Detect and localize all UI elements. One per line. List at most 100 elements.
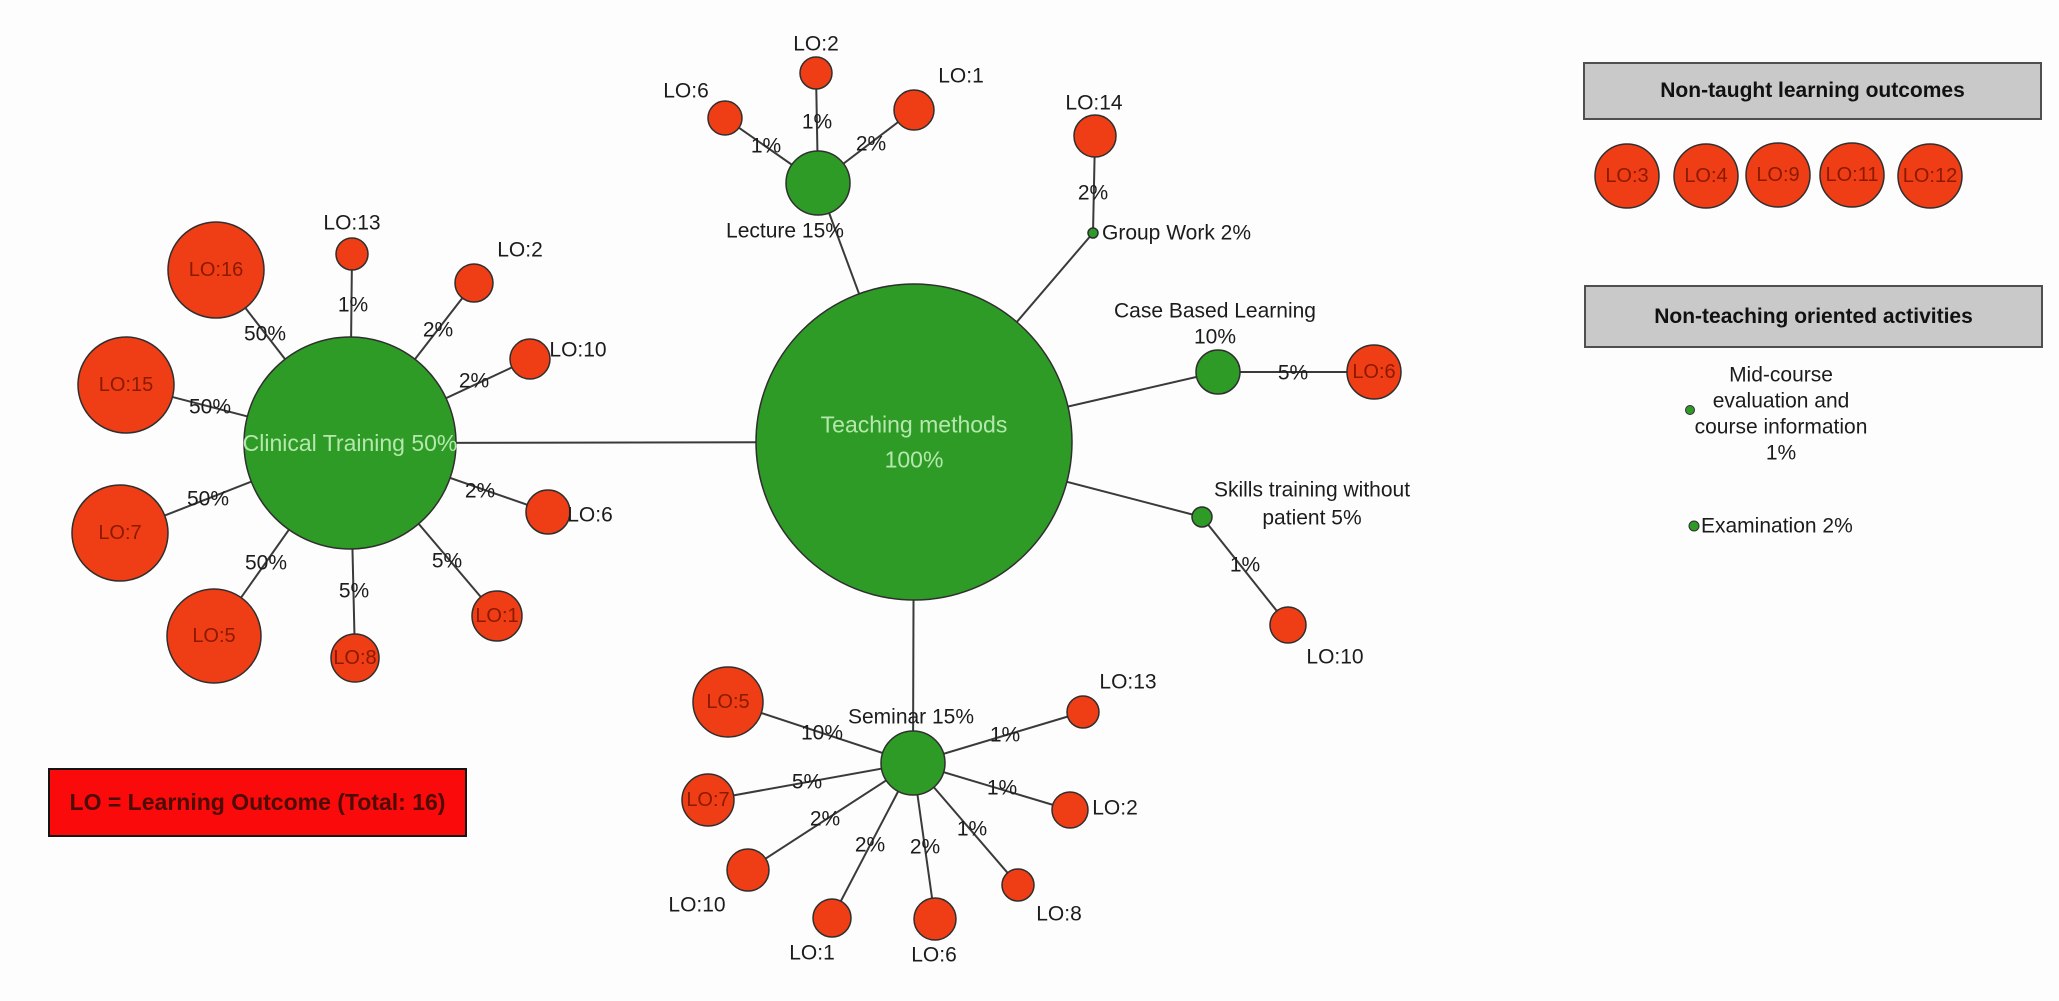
edge-percentage-label: 2%: [459, 370, 489, 393]
node-label: LO:2: [1092, 797, 1138, 820]
node-inside-label: LO:7: [686, 789, 729, 811]
examination-label: Examination 2%: [1701, 515, 1853, 538]
node-inside-label: LO:7: [98, 522, 141, 544]
node-inside-label: LO:1: [475, 605, 518, 627]
edge-percentage-label: 5%: [339, 580, 369, 603]
non-taught-node-3: [1745, 142, 1811, 208]
node-cl-lo7: [71, 484, 169, 582]
mid-course-evaluation-label: course information: [1695, 416, 1868, 439]
node-inside-label: LO:5: [192, 625, 235, 647]
node-inside-label: Teaching methods: [821, 412, 1008, 438]
node-label: LO:10: [1306, 646, 1363, 669]
edge-percentage-label: 2%: [855, 834, 885, 857]
edge-percentage-label: 5%: [792, 771, 822, 794]
node-label: LO:10: [668, 894, 725, 917]
node-sk-lo10: [1269, 606, 1307, 644]
node-inside-label: Clinical Training 50%: [243, 430, 458, 456]
edge-percentage-label: 1%: [802, 111, 832, 134]
node-cl-lo2: [454, 263, 494, 303]
node-sem-lo13: [1066, 695, 1100, 729]
node-label: LO:6: [911, 944, 957, 967]
legend-box: LO = Learning Outcome (Total: 16): [48, 768, 467, 837]
node-label: LO:14: [1065, 92, 1123, 115]
node-cl-lo1: [471, 590, 523, 642]
node-label: LO:6: [567, 504, 613, 527]
node-label: LO:8: [1036, 903, 1082, 926]
node-label: LO:10: [549, 339, 606, 362]
node-inside-label: LO:5: [706, 691, 749, 713]
node-label: 10%: [1194, 326, 1236, 349]
non-teaching-activities-title: Non-teaching oriented activities: [1654, 304, 1973, 328]
node-seminar: [880, 730, 946, 796]
node-label: Lecture 15%: [726, 220, 844, 243]
edge-seminar-sem-lo7: [707, 762, 914, 801]
node-sem-lo2: [1051, 791, 1089, 829]
edge-percentage-label: 5%: [1278, 362, 1308, 385]
node-lec-lo6: [707, 100, 743, 136]
node-case-based-learning: [1195, 349, 1241, 395]
node-inside-label: LO:6: [1352, 361, 1395, 383]
non-taught-node-4: [1819, 142, 1885, 208]
mid-course-evaluation-label: 1%: [1766, 442, 1796, 465]
node-label: LO:2: [497, 239, 543, 262]
node-cl-lo13: [335, 237, 369, 271]
node-sem-lo5: [692, 666, 764, 738]
node-label: LO:13: [1099, 671, 1156, 694]
node-label: Group Work 2%: [1102, 222, 1251, 245]
legend-text: LO = Learning Outcome (Total: 16): [69, 789, 446, 815]
edge-percentage-label: 2%: [1078, 182, 1108, 205]
node-sem-lo8: [1001, 868, 1035, 902]
node-sem-lo6: [913, 897, 957, 941]
node-label: patient 5%: [1262, 507, 1361, 530]
node-cbl-lo6: [1346, 344, 1402, 400]
node-cl-lo16: [167, 221, 265, 319]
node-sem-lo1: [812, 898, 852, 938]
non-taught-node-2: [1673, 143, 1739, 209]
node-label: LO:2: [793, 33, 839, 56]
edge-percentage-label: 50%: [244, 323, 286, 346]
edge-percentage-label: 50%: [189, 396, 231, 419]
node-lecture: [785, 150, 851, 216]
edge-percentage-label: 2%: [423, 319, 453, 342]
edge-percentage-label: 1%: [1230, 554, 1260, 577]
node-group-work: [1087, 227, 1099, 239]
non-taught-node-label: LO:9: [1756, 164, 1799, 186]
node-sem-lo10: [726, 848, 770, 892]
edge-percentage-label: 10%: [801, 722, 843, 745]
edge-percentage-label: 5%: [432, 550, 462, 573]
non-taught-node-label: LO:12: [1903, 165, 1957, 187]
node-label: LO:1: [938, 65, 984, 88]
non-taught-outcomes-title: Non-taught learning outcomes: [1660, 79, 1965, 102]
node-label: Seminar 15%: [848, 706, 974, 729]
non-taught-node-label: LO:11: [1826, 164, 1879, 186]
non-teaching-activities-header: Non-teaching oriented activities: [1584, 285, 2043, 348]
node-cl-lo10: [509, 338, 551, 380]
non-taught-node-5: [1897, 143, 1963, 209]
node-clinical-training: [243, 336, 457, 550]
node-label: Skills training without: [1214, 479, 1410, 502]
mid-course-evaluation-dot: [1685, 405, 1695, 415]
node-label: LO:6: [663, 80, 709, 103]
node-cl-lo6: [525, 489, 571, 535]
non-taught-outcomes-header: Non-taught learning outcomes: [1583, 62, 2042, 120]
node-lec-lo2: [799, 56, 833, 90]
edge-percentage-label: 1%: [990, 724, 1020, 747]
node-cl-lo5: [166, 588, 262, 684]
node-inside-label: LO:16: [189, 259, 243, 281]
node-cl-lo8: [330, 633, 380, 683]
node-inside-label: 100%: [885, 447, 944, 473]
edge-percentage-label: 2%: [465, 480, 495, 503]
examination-dot: [1688, 520, 1700, 532]
node-inside-label: LO:8: [333, 647, 376, 669]
edge-percentage-label: 50%: [245, 552, 287, 575]
edge-percentage-label: 1%: [957, 818, 987, 841]
edge-seminar-sem-lo10: [747, 762, 914, 871]
node-teaching-methods: [755, 283, 1073, 601]
node-label: LO:13: [323, 212, 380, 235]
edge-percentage-label: 2%: [810, 808, 840, 831]
node-lec-lo1: [893, 89, 935, 131]
edge-percentage-label: 50%: [187, 488, 229, 511]
node-lo14: [1073, 114, 1117, 158]
